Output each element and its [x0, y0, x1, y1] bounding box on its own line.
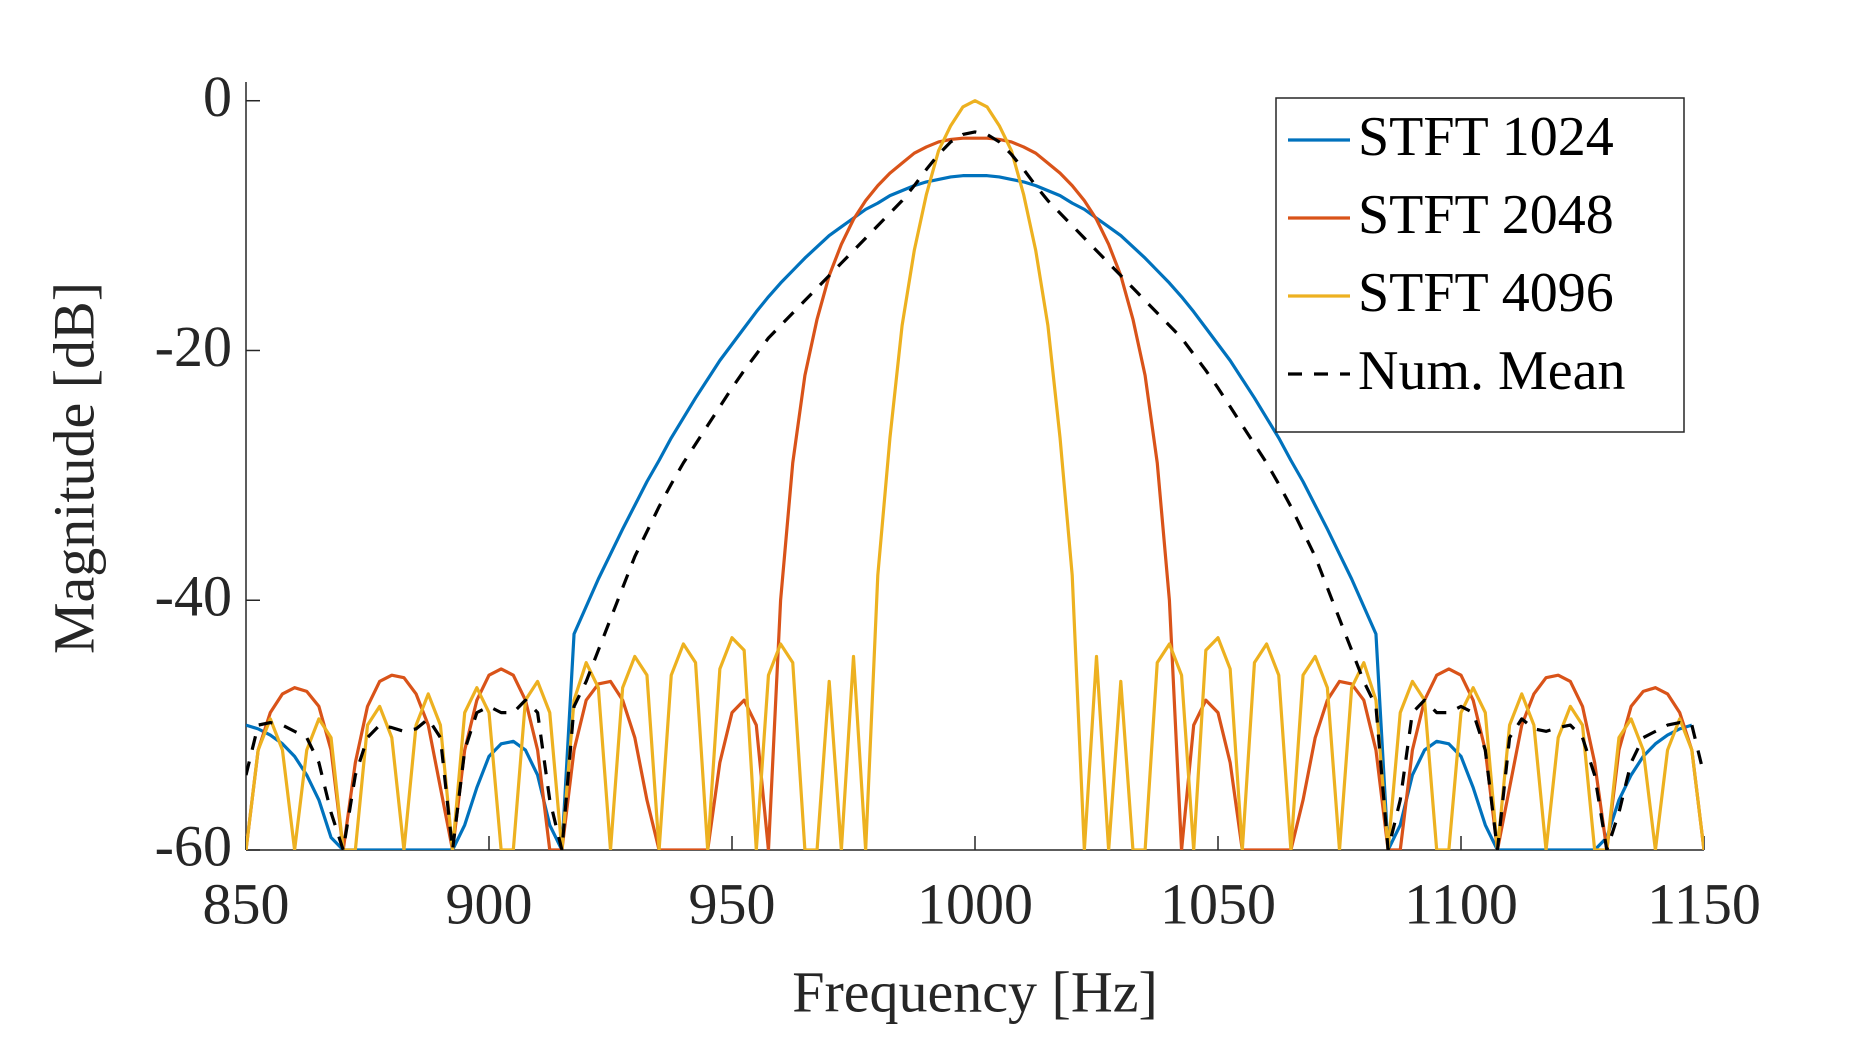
legend-label: STFT 2048	[1358, 184, 1614, 246]
x-tick-label: 1050	[1160, 871, 1276, 936]
series-line	[246, 136, 1704, 850]
x-tick-label: 1150	[1647, 871, 1761, 936]
y-tick-label: 0	[203, 64, 232, 129]
x-tick-label: 1000	[917, 871, 1033, 936]
x-tick-label: 850	[203, 871, 290, 936]
legend-box	[1275, 97, 1685, 433]
x-tick-label: 950	[689, 871, 776, 936]
plot-area	[246, 99, 1704, 850]
x-tick-label: 900	[446, 871, 533, 936]
series-line	[246, 130, 1704, 850]
y-tick-label: -20	[155, 314, 232, 379]
series-line	[246, 99, 1704, 850]
legend-label: STFT 1024	[1358, 106, 1614, 168]
legend-label: Num. Mean	[1358, 340, 1626, 402]
x-tick-label: 1100	[1404, 871, 1518, 936]
y-tick-label: -40	[155, 564, 232, 629]
y-axis-label: Magnitude [dB]	[41, 282, 106, 654]
x-axis-label: Frequency [Hz]	[792, 959, 1158, 1024]
y-tick-label: -60	[155, 813, 232, 878]
legend-label: STFT 4096	[1358, 262, 1614, 324]
series-line	[246, 174, 1693, 850]
